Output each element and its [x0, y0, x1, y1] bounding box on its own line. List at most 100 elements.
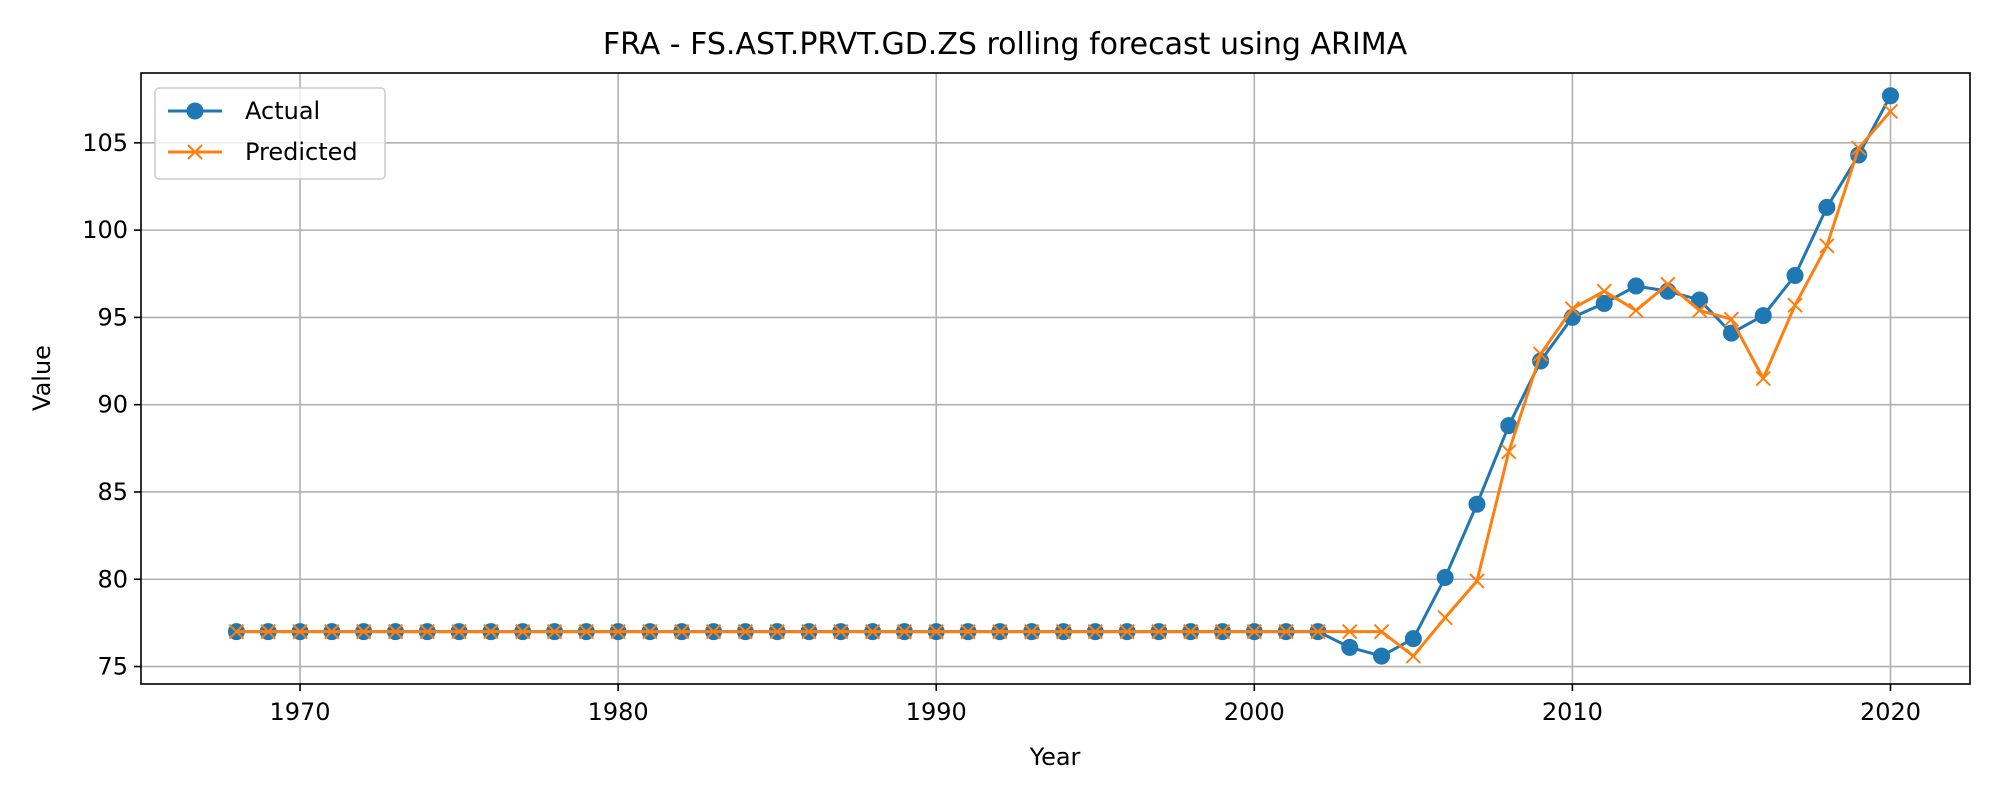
marker-stroke [1660, 276, 1676, 292]
y-tick-label: 75 [97, 653, 128, 681]
y-tick-label: 85 [97, 478, 128, 506]
predicted-point [610, 623, 626, 640]
marker-stroke [1532, 346, 1549, 362]
marker-stroke [355, 623, 372, 640]
y-tick-label: 100 [82, 216, 128, 244]
predicted-point [514, 623, 531, 640]
predicted-point [1660, 276, 1676, 292]
predicted-point [801, 623, 817, 640]
actual-point [1881, 87, 1899, 105]
predicted-point [960, 623, 976, 640]
predicted-point [864, 623, 881, 640]
ticks: 1970 1980 1990 2000 2010 2020 75 80 85 90 95 100 105 [82, 129, 1921, 726]
predicted-point [1278, 623, 1294, 640]
predicted-point [1214, 623, 1231, 640]
predicted-point [1405, 648, 1422, 664]
marker-stroke [1087, 623, 1103, 640]
predicted-point [1532, 346, 1549, 362]
y-tick-label: 80 [97, 565, 128, 593]
predicted-point [546, 623, 563, 640]
marker-stroke [1469, 573, 1485, 589]
marker-stroke [483, 623, 499, 640]
predicted-point [1501, 444, 1517, 460]
predicted-point [769, 623, 785, 640]
predicted-point [1755, 370, 1771, 387]
marker-stroke [324, 623, 340, 640]
y-tick-label: 105 [82, 129, 128, 157]
predicted-point [928, 623, 944, 640]
actual-point [1754, 307, 1772, 325]
marker-stroke [1214, 623, 1231, 640]
predicted-point [1787, 297, 1803, 313]
predicted-point [578, 623, 595, 640]
chart-title: FRA - FS.AST.PRVT.GD.ZS rolling forecast… [603, 27, 1408, 62]
predicted-point [419, 623, 435, 640]
legend-label: Actual [245, 97, 320, 125]
legend-label: Predicted [245, 138, 358, 166]
predicted-point [355, 623, 372, 640]
marker-stroke [928, 623, 944, 640]
predicted-point [228, 623, 245, 640]
predicted-point [1850, 140, 1867, 156]
marker-stroke [1723, 311, 1740, 327]
actual-point [1468, 495, 1486, 513]
predicted-point [1628, 302, 1644, 319]
actual-line [236, 94, 1892, 658]
marker-stroke [228, 623, 245, 640]
predicted-point [1023, 623, 1040, 640]
marker-stroke [801, 623, 817, 640]
y-tick-label: 90 [97, 391, 128, 419]
marker-stroke [1628, 302, 1644, 319]
x-tick-label: 1990 [906, 698, 967, 726]
marker-stroke [1405, 648, 1422, 664]
predicted-point [483, 623, 499, 640]
marker-stroke [674, 623, 690, 640]
actual-point [1818, 198, 1836, 216]
predicted-point [1373, 623, 1390, 640]
marker-stroke [1278, 623, 1294, 640]
predicted-point [1151, 623, 1167, 640]
x-axis-label: Year [1029, 743, 1081, 771]
marker-stroke [1882, 103, 1899, 120]
predicted-point [1119, 623, 1135, 640]
marker-stroke [610, 623, 626, 640]
legend-entry-actual: Actual [168, 97, 320, 125]
predicted-line [236, 110, 1892, 658]
predicted-point [992, 623, 1008, 640]
marker-stroke [1246, 623, 1263, 640]
predicted-point [1723, 311, 1740, 327]
marker-stroke [514, 623, 531, 640]
marker-stroke [737, 623, 754, 640]
series-layer [227, 87, 1899, 665]
predicted-point [1310, 623, 1326, 640]
marker-stroke [992, 623, 1008, 640]
predicted-point [1246, 623, 1263, 640]
marker-stroke [1055, 623, 1072, 640]
predicted-point [705, 623, 722, 640]
x-tick-label: 1970 [270, 698, 331, 726]
predicted-point [324, 623, 340, 640]
marker-stroke [292, 623, 308, 640]
marker-stroke [451, 623, 467, 640]
predicted-point [1182, 623, 1199, 640]
actual-point [1373, 647, 1391, 665]
actual-point [1404, 630, 1422, 648]
predicted-point [1691, 302, 1708, 319]
marker-stroke [1819, 238, 1835, 254]
marker-stroke [1437, 609, 1453, 626]
marker-stroke [1596, 283, 1612, 299]
marker-stroke [578, 623, 595, 640]
predicted-point [387, 623, 404, 640]
marker-stroke [1182, 623, 1199, 640]
x-tick-label: 2000 [1224, 698, 1285, 726]
x-tick-label: 2020 [1860, 698, 1921, 726]
actual-point [1341, 638, 1359, 656]
y-tick-label: 95 [97, 303, 128, 331]
x-tick-label: 2010 [1542, 698, 1603, 726]
marker-stroke [1501, 444, 1517, 460]
predicted-point [642, 623, 658, 640]
marker-stroke [1151, 623, 1167, 640]
marker-stroke [1119, 623, 1135, 640]
actual-point [1786, 267, 1804, 285]
